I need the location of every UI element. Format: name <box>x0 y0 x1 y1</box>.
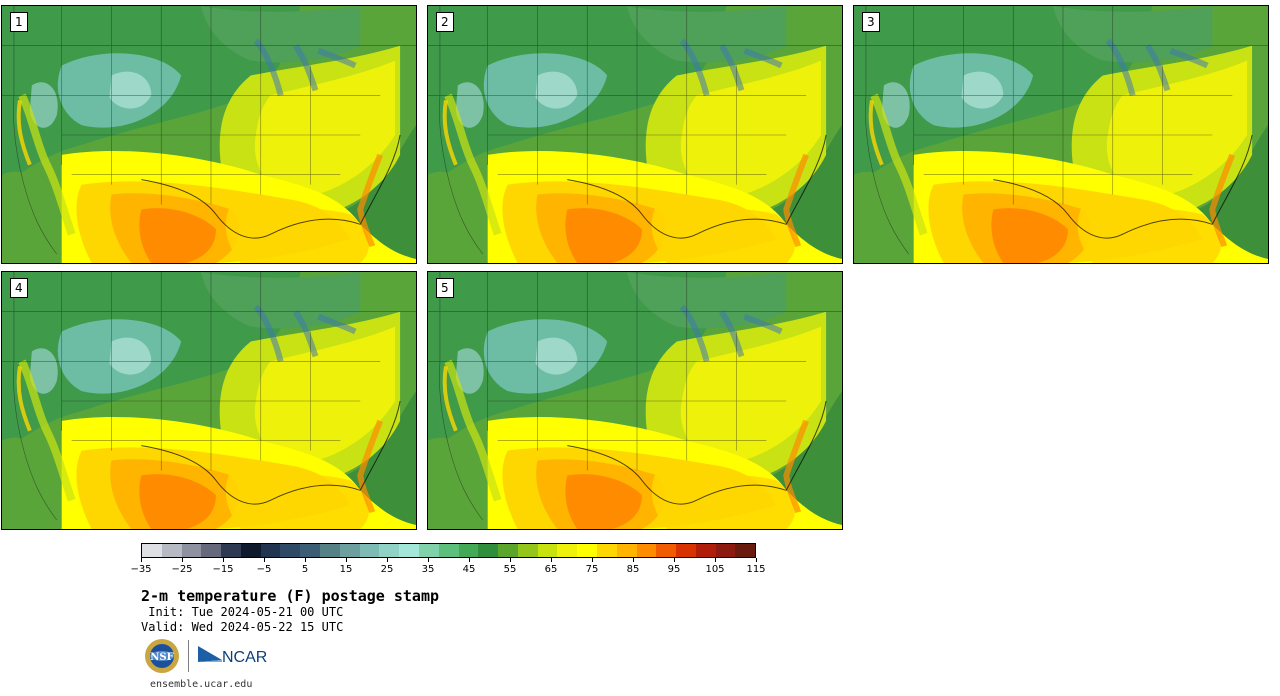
colorbar-tick <box>756 558 757 562</box>
colorbar-swatch <box>339 544 360 557</box>
colorbar-swatch <box>240 544 261 557</box>
temperature-colorbar <box>141 543 756 558</box>
colorbar-tick <box>551 558 552 562</box>
colorbar-tick-label: 45 <box>462 564 476 575</box>
colorbar-swatch <box>221 544 241 557</box>
colorbar-tick-label: −25 <box>171 564 193 575</box>
colorbar-swatch <box>735 544 756 557</box>
temperature-map <box>854 6 1268 263</box>
nsf-logo: NSF <box>145 639 179 673</box>
panel-number: 3 <box>862 12 880 32</box>
svg-text:NCAR: NCAR <box>222 649 267 666</box>
temperature-map <box>2 272 416 529</box>
colorbar-tick <box>223 558 224 562</box>
colorbar-swatch <box>142 544 162 557</box>
colorbar-swatch <box>181 544 202 557</box>
colorbar-tick <box>264 558 265 562</box>
colorbar-tick-label: 75 <box>585 564 599 575</box>
colorbar-swatch <box>676 544 696 557</box>
colorbar-swatch <box>379 544 400 557</box>
colorbar-ticks: −35 −25 −15 −5 5 15 25 35 45 55 65 75 85 95 105 115 <box>130 558 766 578</box>
colorbar-tick-label: 65 <box>544 564 558 575</box>
colorbar-swatch <box>300 544 321 557</box>
colorbar-swatch <box>280 544 301 557</box>
colorbar-tick-label: 95 <box>667 564 681 575</box>
colorbar-tick-label: 15 <box>339 564 353 575</box>
colorbar-tick-label: 105 <box>705 564 725 575</box>
colorbar-swatch <box>656 544 677 557</box>
colorbar-tick <box>674 558 675 562</box>
colorbar-swatch <box>399 544 419 557</box>
colorbar-tick-label: 35 <box>421 564 435 575</box>
valid-time: Valid: Wed 2024-05-22 15 UTC <box>141 620 344 634</box>
colorbar-swatch <box>636 544 657 557</box>
colorbar-tick <box>633 558 634 562</box>
colorbar-swatch <box>715 544 736 557</box>
colorbar-swatch <box>260 544 281 557</box>
colorbar-swatch <box>359 544 380 557</box>
chart-title: 2-m temperature (F) postage stamp <box>141 587 440 605</box>
colorbar-tick-label: −15 <box>212 564 234 575</box>
colorbar-tick-label: 115 <box>746 564 766 575</box>
colorbar-swatch <box>616 544 637 557</box>
colorbar-tick <box>428 558 429 562</box>
colorbar-swatch <box>517 544 538 557</box>
colorbar-tick-label: 5 <box>301 564 309 575</box>
colorbar-swatch <box>537 544 558 557</box>
colorbar-swatch <box>161 544 182 557</box>
svg-text:NSF: NSF <box>150 652 173 663</box>
ncar-logo: NCAR <box>188 640 267 672</box>
temperature-map <box>2 6 416 263</box>
map-panel-2[interactable]: 2 <box>427 5 843 264</box>
colorbar-tick-label: 55 <box>503 564 517 575</box>
colorbar-tick <box>715 558 716 562</box>
colorbar-tick-label: 25 <box>380 564 394 575</box>
panel-number: 1 <box>10 12 28 32</box>
website-url[interactable]: ensemble.ucar.edu <box>150 679 253 690</box>
colorbar-tick <box>469 558 470 562</box>
colorbar-swatch <box>695 544 716 557</box>
panel-number: 2 <box>436 12 454 32</box>
colorbar-tick-label: −35 <box>130 564 152 575</box>
colorbar-swatch <box>478 544 499 557</box>
map-panel-3[interactable]: 3 <box>853 5 1269 264</box>
map-panel-1[interactable]: 1 <box>1 5 417 264</box>
temperature-map <box>428 6 842 263</box>
colorbar-tick <box>305 558 306 562</box>
colorbar-swatch <box>557 544 578 557</box>
colorbar-swatch <box>320 544 340 557</box>
colorbar-tick-label: 85 <box>626 564 640 575</box>
panel-number: 4 <box>10 278 28 298</box>
panel-number: 5 <box>436 278 454 298</box>
colorbar-swatch <box>458 544 479 557</box>
colorbar-swatch <box>418 544 439 557</box>
colorbar-swatch <box>438 544 459 557</box>
colorbar-swatch <box>201 544 222 557</box>
colorbar-tick <box>510 558 511 562</box>
colorbar-tick-label: −5 <box>256 564 272 575</box>
colorbar-swatch <box>577 544 597 557</box>
colorbar-swatch <box>596 544 617 557</box>
colorbar-tick <box>346 558 347 562</box>
colorbar-tick <box>387 558 388 562</box>
map-panel-4[interactable]: 4 <box>1 271 417 530</box>
colorbar-tick <box>182 558 183 562</box>
temperature-map <box>428 272 842 529</box>
map-panel-5[interactable]: 5 <box>427 271 843 530</box>
colorbar-swatch <box>498 544 518 557</box>
colorbar-tick <box>141 558 142 562</box>
colorbar-tick <box>592 558 593 562</box>
init-time: Init: Tue 2024-05-21 00 UTC <box>141 605 344 619</box>
